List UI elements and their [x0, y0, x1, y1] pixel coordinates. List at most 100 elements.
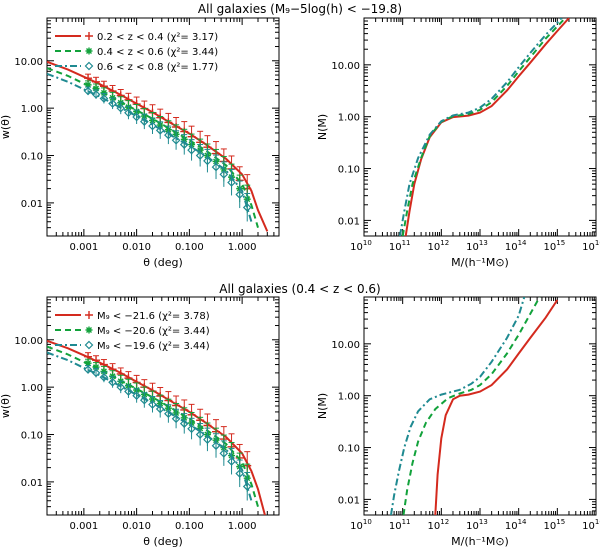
legend-label: M₉ < −21.6 (χ²= 3.78) — [97, 311, 210, 322]
x-tick-label: 0.100 — [175, 521, 204, 532]
data-point — [219, 170, 229, 179]
x-tick-label: 1014 — [505, 239, 527, 253]
top-right-panel: 1010 1011 1012 1013 1014 1015 1016 0.01 0.10 1.00… — [316, 17, 600, 269]
bottom-right-frame — [363, 296, 597, 516]
data-point — [171, 135, 181, 145]
data-point — [164, 409, 173, 419]
bottom-left-data — [47, 339, 266, 515]
data-point — [219, 449, 229, 458]
data-point — [83, 365, 93, 374]
y-tick-label: 10.00 — [331, 340, 360, 351]
x-tick-label: 1015 — [544, 239, 566, 253]
series-line-3 — [47, 72, 253, 222]
legend-label: 0.4 < z < 0.6 (χ²= 3.44) — [97, 47, 218, 58]
y-tick-label: 1.00 — [21, 383, 43, 394]
data-point — [139, 395, 149, 405]
series-line-1 — [404, 18, 570, 236]
x-tick-label: 1012 — [428, 518, 450, 532]
data-point — [99, 372, 109, 382]
data-point — [91, 368, 101, 378]
data-point — [92, 363, 100, 371]
data-point — [235, 469, 245, 478]
x-tick-label: 0.001 — [70, 242, 99, 253]
x-tick-label: 1016 — [582, 518, 600, 532]
x-tick-label: 1014 — [505, 518, 527, 532]
legend-marker — [84, 61, 94, 71]
y-tick-label: 0.10 — [21, 152, 43, 163]
y-axis-label: N(M) — [316, 393, 329, 419]
series-line-3 — [390, 297, 526, 515]
data-point — [195, 151, 205, 160]
bottom-left-panel: 0.001 0.010 0.100 1.000 0.01 0.10 1.00 10.00 θ (… — [0, 296, 280, 548]
y-tick-label: 1.00 — [21, 104, 43, 115]
data-point — [108, 377, 117, 387]
x-tick-label: 1011 — [389, 239, 411, 253]
data-point — [155, 125, 165, 135]
data-point — [108, 99, 117, 108]
top-left-panel: 0.001 0.010 0.100 1.000 0.01 0.10 1.00 10.00 θ (… — [0, 17, 280, 269]
y-tick-label: 0.10 — [21, 431, 43, 442]
y-axis-label: N(M) — [316, 114, 329, 140]
data-point — [148, 121, 157, 131]
data-point — [155, 404, 165, 414]
legend-marker — [85, 32, 93, 40]
y-tick-label: 0.01 — [338, 216, 360, 227]
data-point — [83, 86, 93, 96]
y-tick-label: 1.00 — [338, 113, 360, 124]
y-axis-label: w(θ) — [0, 115, 12, 139]
data-point — [132, 391, 141, 401]
y-tick-label: 0.01 — [21, 199, 43, 210]
series-line-2 — [402, 297, 541, 515]
legend-marker — [84, 340, 94, 350]
top-right-data — [398, 18, 570, 236]
top-row-title: All galaxies (M₉−5log(h) < −19.8) — [197, 2, 403, 16]
x-tick-label: 1013 — [466, 518, 488, 532]
data-point — [227, 457, 236, 466]
data-point — [148, 400, 157, 409]
x-tick-label: 1.000 — [228, 242, 257, 253]
data-point — [203, 435, 212, 444]
bottom-right-panel: 1010 1011 1012 1013 1014 1015 1016 0.01 0.10 1.00… — [316, 296, 600, 548]
data-point — [124, 387, 133, 396]
x-tick-label: 0.100 — [175, 242, 204, 253]
x-tick-label: 1013 — [466, 239, 488, 253]
data-point — [99, 94, 109, 103]
data-point — [139, 117, 149, 126]
data-point — [235, 190, 245, 199]
data-point — [116, 103, 126, 113]
data-point — [124, 108, 133, 118]
y-tick-label: 0.10 — [338, 444, 360, 455]
series-line-3 — [47, 351, 253, 501]
legend-label: 0.6 < z < 0.8 (χ²= 1.77) — [97, 62, 218, 73]
x-tick-label: 1012 — [428, 239, 450, 253]
y-tick-label: 10.00 — [331, 61, 360, 72]
legend-label: M₉ < −19.6 (χ²= 3.44) — [97, 341, 210, 352]
data-point — [84, 81, 92, 89]
data-point — [187, 145, 196, 155]
y-tick-label: 0.01 — [21, 478, 43, 489]
x-tick-label: 0.010 — [122, 242, 151, 253]
data-point — [179, 140, 189, 149]
x-axis-label: θ (deg) — [143, 535, 183, 548]
data-point — [179, 419, 189, 428]
legend-marker — [85, 47, 93, 55]
top-right-frame — [363, 17, 597, 237]
data-point — [227, 178, 236, 187]
x-tick-label: 1010 — [350, 239, 372, 253]
y-tick-label: 10.00 — [14, 57, 43, 68]
legend-label: 0.2 < z < 0.4 (χ²= 3.17) — [97, 32, 218, 43]
data-point — [100, 89, 108, 97]
bottom-left-legend: M₉ < −21.6 (χ²= 3.78) M₉ < −20.6 (χ²= 3.4… — [55, 311, 210, 352]
x-axis-label: M/(h⁻¹M⊙) — [451, 535, 509, 548]
top-left-legend: 0.2 < z < 0.4 (χ²= 3.17) 0.4 < z < 0.6 (χ… — [55, 32, 218, 73]
series-line-3 — [398, 18, 563, 236]
data-point — [132, 112, 141, 122]
y-tick-label: 0.01 — [338, 495, 360, 506]
series-line-2 — [47, 67, 259, 228]
x-tick-label: 1011 — [389, 518, 411, 532]
legend-marker — [85, 326, 93, 334]
data-point — [171, 414, 181, 424]
data-point — [92, 84, 100, 92]
